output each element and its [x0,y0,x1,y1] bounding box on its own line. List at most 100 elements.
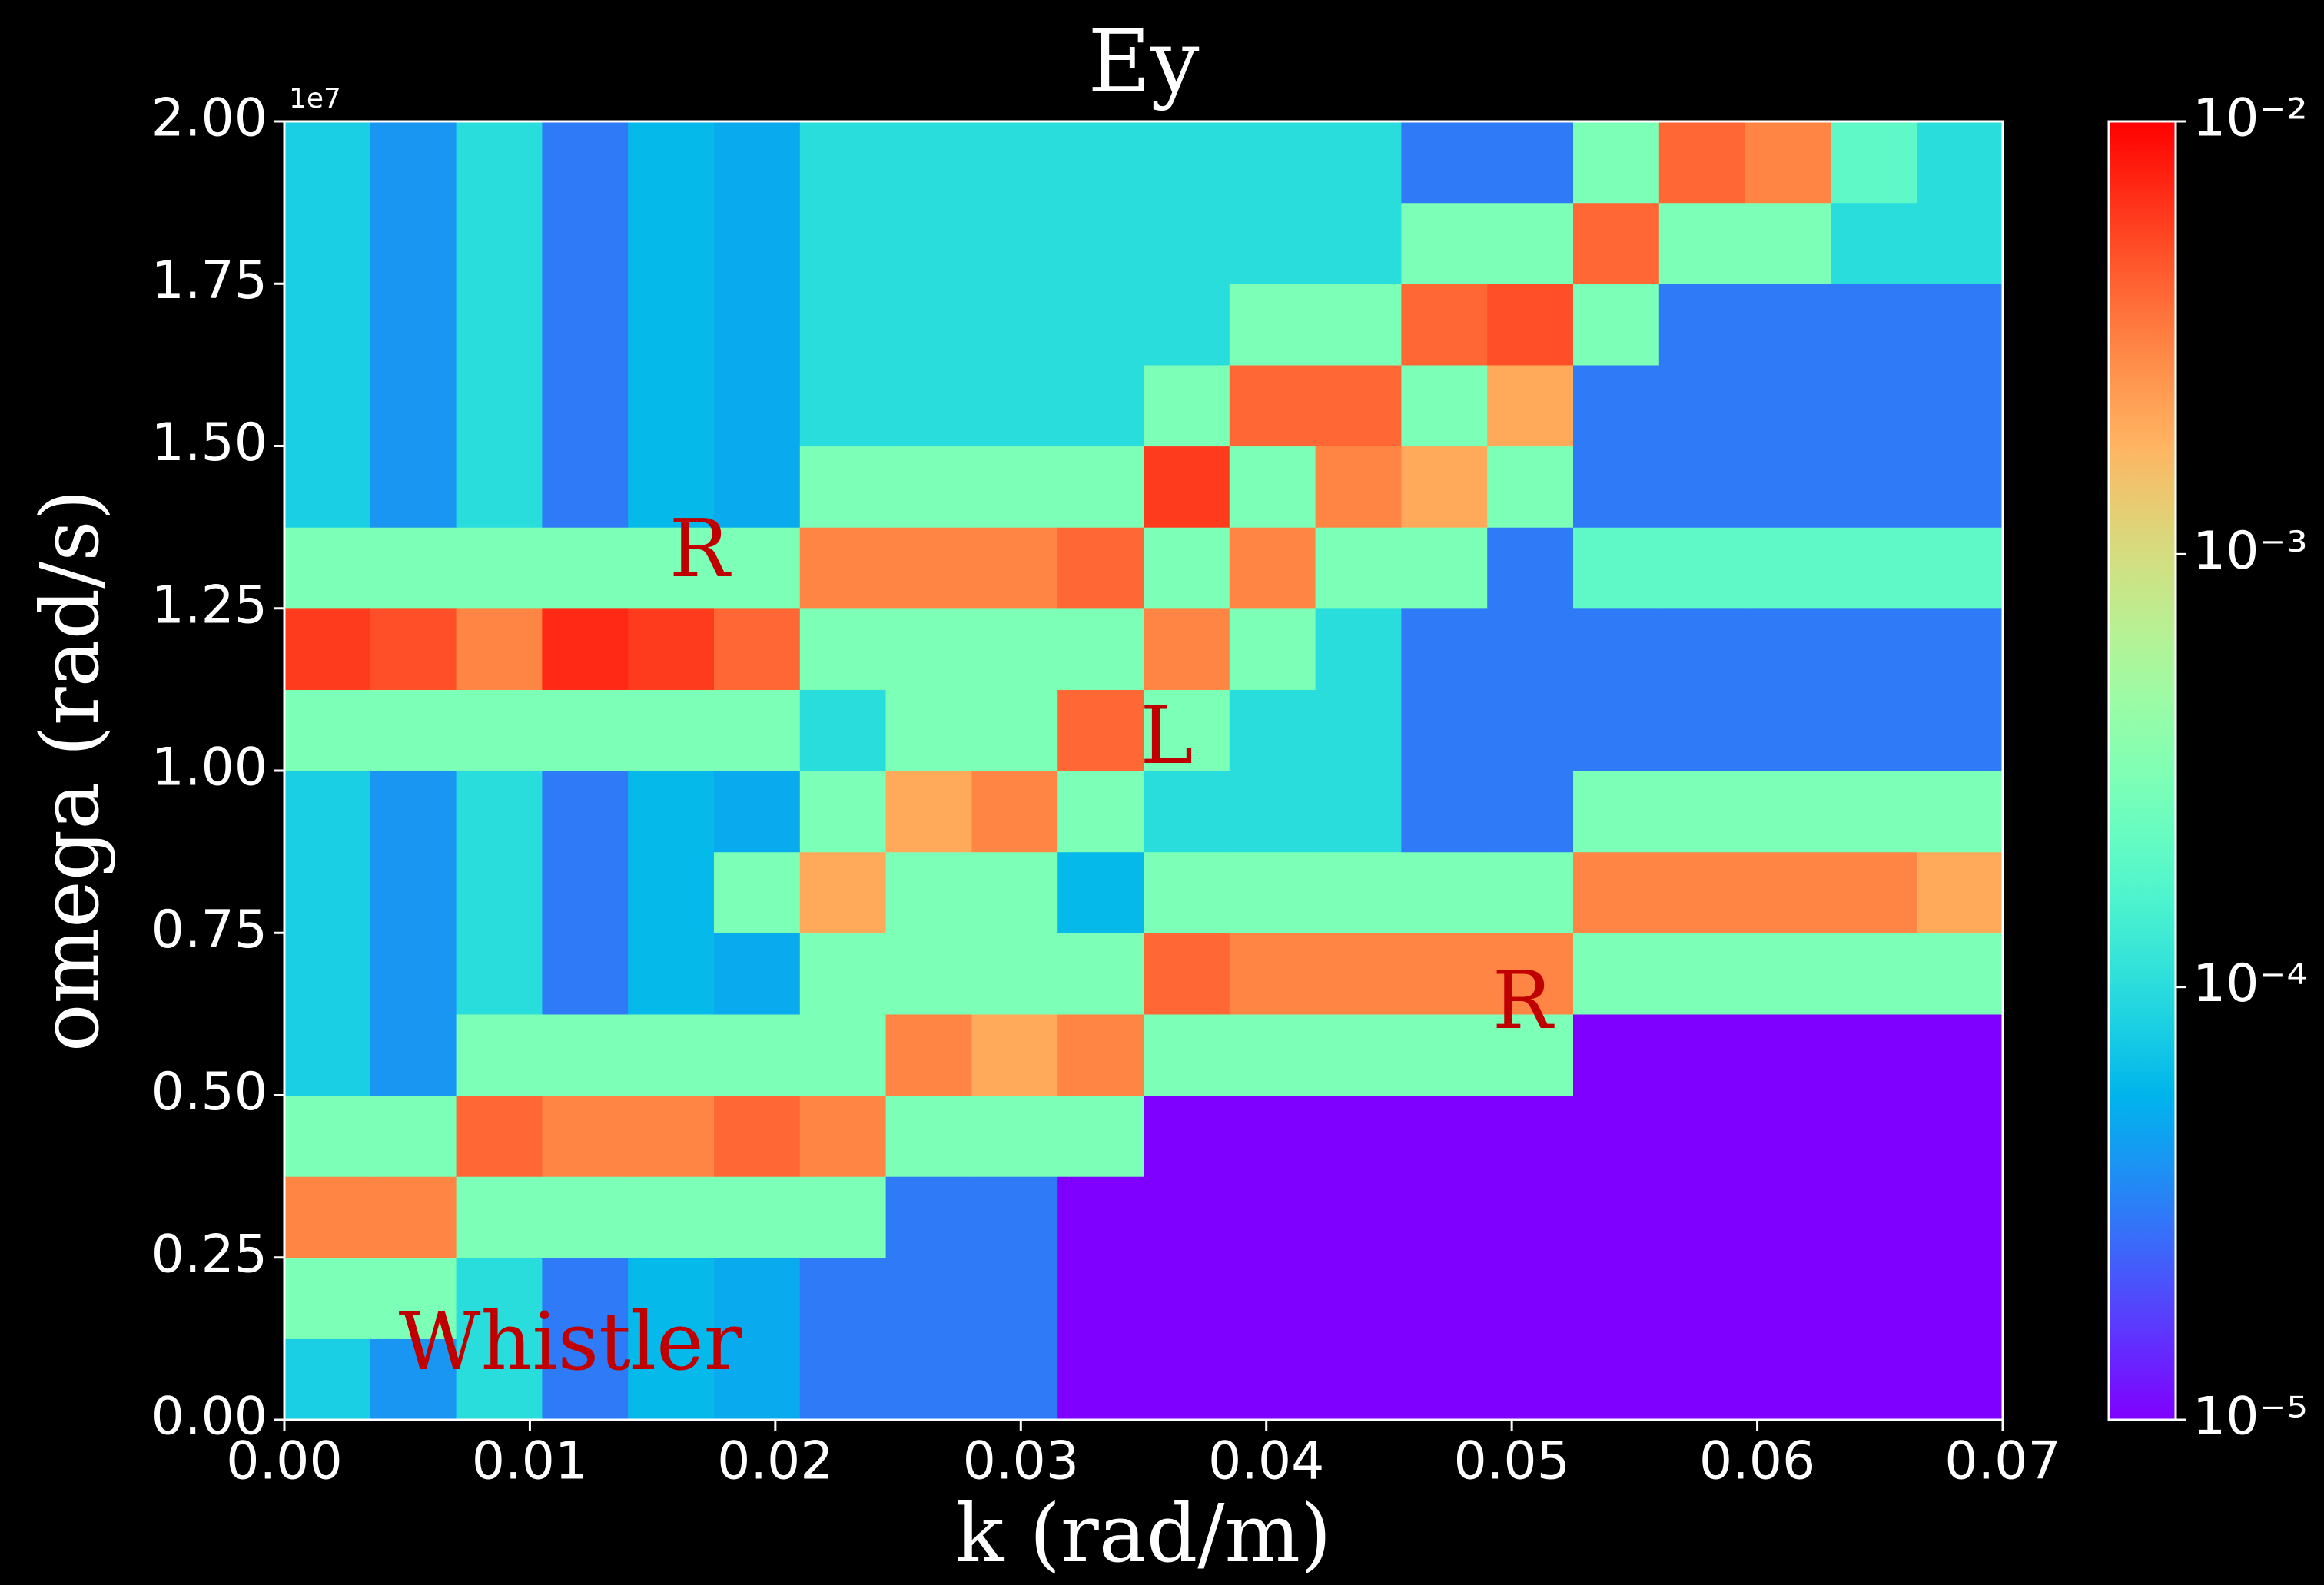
heatmap-cell [1057,284,1144,366]
heatmap-cell [628,446,715,528]
x-tick-label: 0.06 [1699,1431,1815,1492]
heatmap-cell [1745,446,1831,528]
heatmap-cell [370,851,457,933]
heatmap-cell [370,608,457,690]
heatmap-cell [1401,689,1488,771]
heatmap-cell [971,364,1058,447]
heatmap-cell [1057,446,1144,528]
heatmap-cell [1057,608,1144,690]
heatmap-cell [1401,121,1488,204]
heatmap-cell [1315,851,1402,933]
heatmap-cell [1229,202,1316,284]
heatmap-cell [1315,446,1402,528]
heatmap-cell [1831,1338,1917,1421]
heatmap-cell [799,1013,887,1096]
heatmap-cell [1487,284,1574,366]
y-tick-label: 0.00 [151,1387,267,1447]
heatmap-cell [885,446,972,528]
annotation: R [669,502,732,595]
heatmap-cell [1315,1257,1402,1339]
heatmap-cell [284,284,371,366]
heatmap-cell [1229,1013,1316,1096]
heatmap-cell [1057,121,1144,204]
heatmap-cell [284,121,371,204]
heatmap-cell [1573,1338,1660,1421]
heatmap-cell [1144,284,1230,366]
heatmap-cell [370,121,457,204]
heatmap-cell [370,202,457,284]
heatmap-cell [1401,1176,1488,1258]
heatmap-cell [542,1013,629,1096]
heatmap-cell [1917,1338,2004,1421]
heatmap-cell [1057,933,1144,1015]
heatmap-cell [628,851,715,933]
heatmap-cell [885,1338,972,1421]
heatmap-cell [1057,1013,1144,1096]
heatmap-cell [456,446,543,528]
heatmap-cell [1487,1257,1574,1339]
colorbar-tick-label: 10⁻³ [2193,521,2308,582]
heatmap-cell [456,771,543,853]
heatmap-cell [1658,851,1746,933]
heatmap-cell [456,851,543,933]
heatmap-cell [971,689,1058,771]
heatmap-cell [799,364,887,447]
heatmap-cell [1229,851,1316,933]
heatmap-cell [1144,851,1230,933]
heatmap-cell [1144,364,1230,447]
heatmap-cell [1229,121,1316,204]
heatmap-cell [542,771,629,853]
heatmap-cell [1401,527,1488,609]
heatmap-cell [628,771,715,853]
heatmap-cell [1831,933,1917,1015]
heatmap-cell [1917,527,2004,609]
heatmap-cell [1487,202,1574,284]
heatmap-cell [628,1257,715,1339]
heatmap-cell [370,689,457,771]
heatmap-cell [1917,121,2004,204]
heatmap-cell [456,1095,543,1177]
heatmap-cell [1831,202,1917,284]
heatmap-cell [1745,608,1831,690]
heatmap-cell [1401,1257,1488,1339]
heatmap-cell [1573,689,1660,771]
heatmap-cell [284,364,371,447]
heatmap-cell [799,933,887,1015]
heatmap-cell [1315,364,1402,447]
heatmap-cell [1917,851,2004,933]
heatmap-cell [885,202,972,284]
heatmap-cell [1229,771,1316,853]
heatmap-cell [1917,689,2004,771]
heatmap-cell [1745,364,1831,447]
heatmap-cell [1229,1257,1316,1339]
heatmap-cell [714,689,801,771]
heatmap-cell [971,1176,1058,1258]
heatmap-cell [542,364,629,447]
heatmap-cell [885,771,972,853]
heatmap-cell [628,527,715,609]
heatmap-cell [1057,527,1144,609]
heatmap-cell [1401,608,1488,690]
heatmap-cell [885,933,972,1015]
x-tick-label: 0.01 [472,1431,588,1492]
heatmap-cell [1487,1095,1574,1177]
heatmap-cell [1401,1095,1488,1177]
heatmap-cell [1487,933,1574,1015]
heatmap-cell [1229,284,1316,366]
heatmap-cell [885,527,972,609]
heatmap-cell [971,527,1058,609]
x-tick-label: 0.00 [226,1431,342,1492]
heatmap-cell [1831,1095,1917,1177]
heatmap-cell [1917,284,2004,366]
heatmap-cell [1229,608,1316,690]
heatmap-cell [1401,446,1488,528]
heatmap-cell [1144,121,1230,204]
heatmap-cell [885,121,972,204]
heatmap-cell [1917,933,2004,1015]
heatmap-cell [1487,121,1574,204]
heatmap-cell [284,771,371,853]
heatmap-cell [714,1338,801,1421]
heatmap-cell [628,1013,715,1096]
colorbar-tick-label: 10⁻⁴ [2193,953,2308,1014]
